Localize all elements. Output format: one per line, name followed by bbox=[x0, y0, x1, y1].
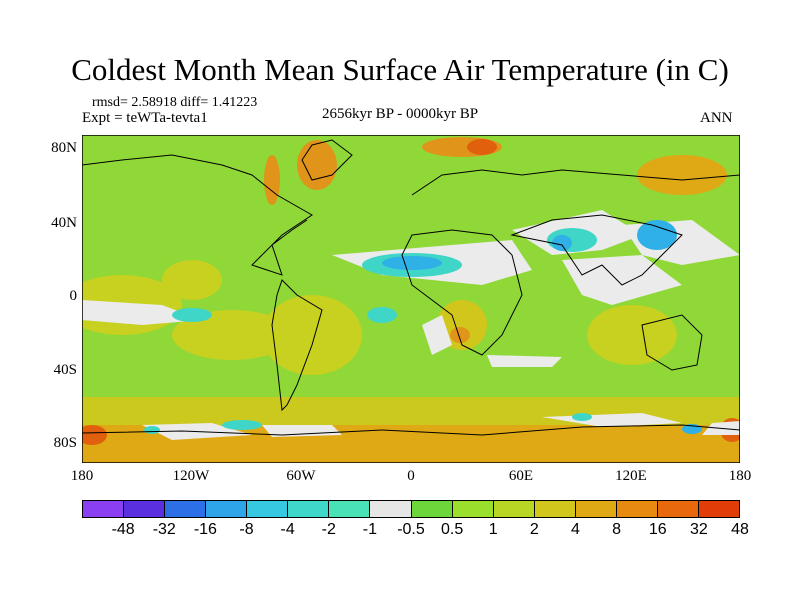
stats-text: rmsd= 2.58918 diff= 1.41223 bbox=[92, 95, 258, 110]
colorbar-label-1: -32 bbox=[152, 521, 176, 538]
season-label: ANN bbox=[700, 110, 733, 126]
colorbar-swatch-2 bbox=[165, 501, 207, 517]
colorbar-swatch-11 bbox=[534, 501, 576, 517]
lat-label-80n: 80N bbox=[51, 140, 77, 156]
colorbar-swatch-4 bbox=[247, 501, 289, 517]
colorbar-label-15: 48 bbox=[731, 521, 749, 538]
colorbar-label-5: -2 bbox=[321, 521, 336, 538]
colorbar-swatch-3 bbox=[206, 501, 248, 517]
colorbar bbox=[82, 500, 740, 518]
colorbar-label-11: 4 bbox=[571, 521, 580, 538]
colorbar-label-4: -4 bbox=[280, 521, 295, 538]
colorbar-swatch-6 bbox=[329, 501, 371, 517]
experiment-label: Expt = teWTa-tevta1 bbox=[82, 110, 208, 126]
map-title: Coldest Month Mean Surface Air Temperatu… bbox=[71, 52, 729, 87]
colorbar-swatch-1 bbox=[124, 501, 166, 517]
colorbar-swatch-10 bbox=[493, 501, 535, 517]
temperature-map bbox=[82, 135, 740, 463]
colorbar-label-6: -1 bbox=[362, 521, 377, 538]
lat-label-40s: 40S bbox=[53, 362, 77, 378]
lat-label-40n: 40N bbox=[51, 215, 77, 231]
colorbar-swatch-5 bbox=[288, 501, 330, 517]
lon-label-120e: 120E bbox=[615, 468, 647, 484]
colorbar-label-0: -48 bbox=[111, 521, 135, 538]
colorbar-swatch-14 bbox=[657, 501, 699, 517]
period-label: 2656kyr BP - 0000kyr BP bbox=[321, 106, 479, 122]
lon-label-0: 0 bbox=[407, 468, 415, 484]
colorbar-swatch-12 bbox=[575, 501, 617, 517]
lon-label-120w: 120W bbox=[172, 468, 210, 484]
colorbar-label-3: -8 bbox=[239, 521, 254, 538]
colorbar-label-7: -0.5 bbox=[397, 521, 425, 538]
cool-patches bbox=[144, 220, 702, 434]
colorbar-label-13: 16 bbox=[648, 521, 667, 538]
colorbar-swatch-9 bbox=[452, 501, 494, 517]
lon-label-180e: 180 bbox=[728, 468, 752, 484]
colorbar-swatch-15 bbox=[698, 501, 739, 517]
colorbar-label-12: 8 bbox=[612, 521, 622, 538]
colorbar-label-14: 32 bbox=[689, 521, 708, 538]
colorbar-swatch-8 bbox=[411, 501, 453, 517]
colorbar-label-8: 0.5 bbox=[441, 521, 464, 538]
colorbar-label-10: 2 bbox=[529, 521, 539, 538]
colorbar-label-9: 1 bbox=[488, 521, 498, 538]
coastlines bbox=[82, 139, 740, 436]
lon-label-60e: 60E bbox=[508, 468, 534, 484]
colorbar-swatch-13 bbox=[616, 501, 658, 517]
lat-label-0: 0 bbox=[69, 288, 78, 304]
lat-label-80s: 80S bbox=[53, 435, 77, 451]
colorbar-swatch-0 bbox=[83, 501, 125, 517]
lon-label-60w: 60W bbox=[286, 468, 316, 484]
colorbar-swatch-7 bbox=[370, 501, 412, 517]
lon-label-180w: 180 bbox=[70, 468, 94, 484]
colorbar-label-2: -16 bbox=[193, 521, 217, 538]
